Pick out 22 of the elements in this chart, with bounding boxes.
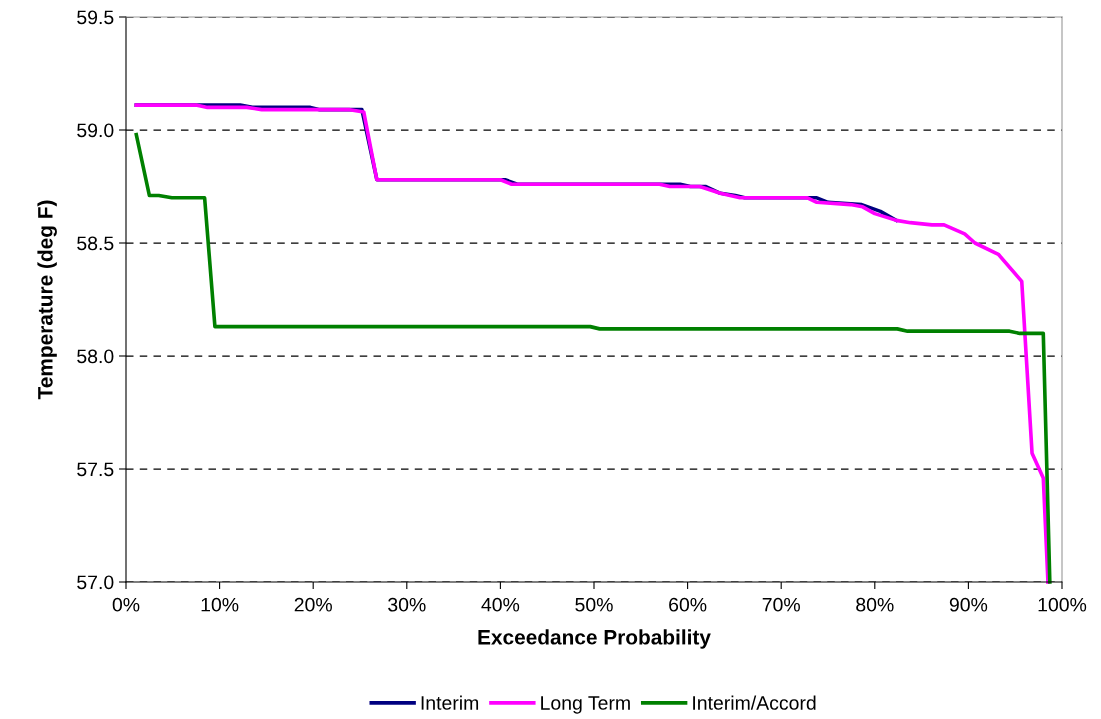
legend-label: Interim/Accord bbox=[693, 695, 816, 710]
x-tick-label: 100% bbox=[1038, 597, 1087, 612]
x-tick-label: 0% bbox=[112, 597, 140, 612]
x-tick-label: 50% bbox=[575, 597, 613, 612]
y-axis-title: Temperature (deg F) bbox=[37, 200, 57, 400]
y-tick-label: 57.0 bbox=[77, 575, 114, 590]
x-tick-label: 70% bbox=[762, 597, 800, 612]
x-tick-label: 10% bbox=[201, 597, 239, 612]
y-tick-label: 59.5 bbox=[77, 10, 114, 25]
y-tick-label: 57.5 bbox=[77, 462, 114, 477]
y-tick-label: 58.5 bbox=[77, 236, 114, 251]
legend-label: Long Term bbox=[541, 696, 630, 714]
x-tick-label: 60% bbox=[669, 597, 707, 612]
x-tick-label: 30% bbox=[388, 597, 426, 612]
x-tick-label: 40% bbox=[481, 597, 520, 612]
x-axis-title: Exceedance Probability bbox=[478, 629, 711, 649]
x-tick-label: 80% bbox=[856, 597, 894, 612]
y-tick-label: 58.0 bbox=[77, 349, 114, 364]
legend-label: Interim bbox=[421, 695, 479, 710]
x-tick-label: 90% bbox=[949, 597, 988, 612]
x-tick-label: 20% bbox=[294, 597, 332, 612]
y-tick-label: 59.0 bbox=[77, 123, 114, 138]
